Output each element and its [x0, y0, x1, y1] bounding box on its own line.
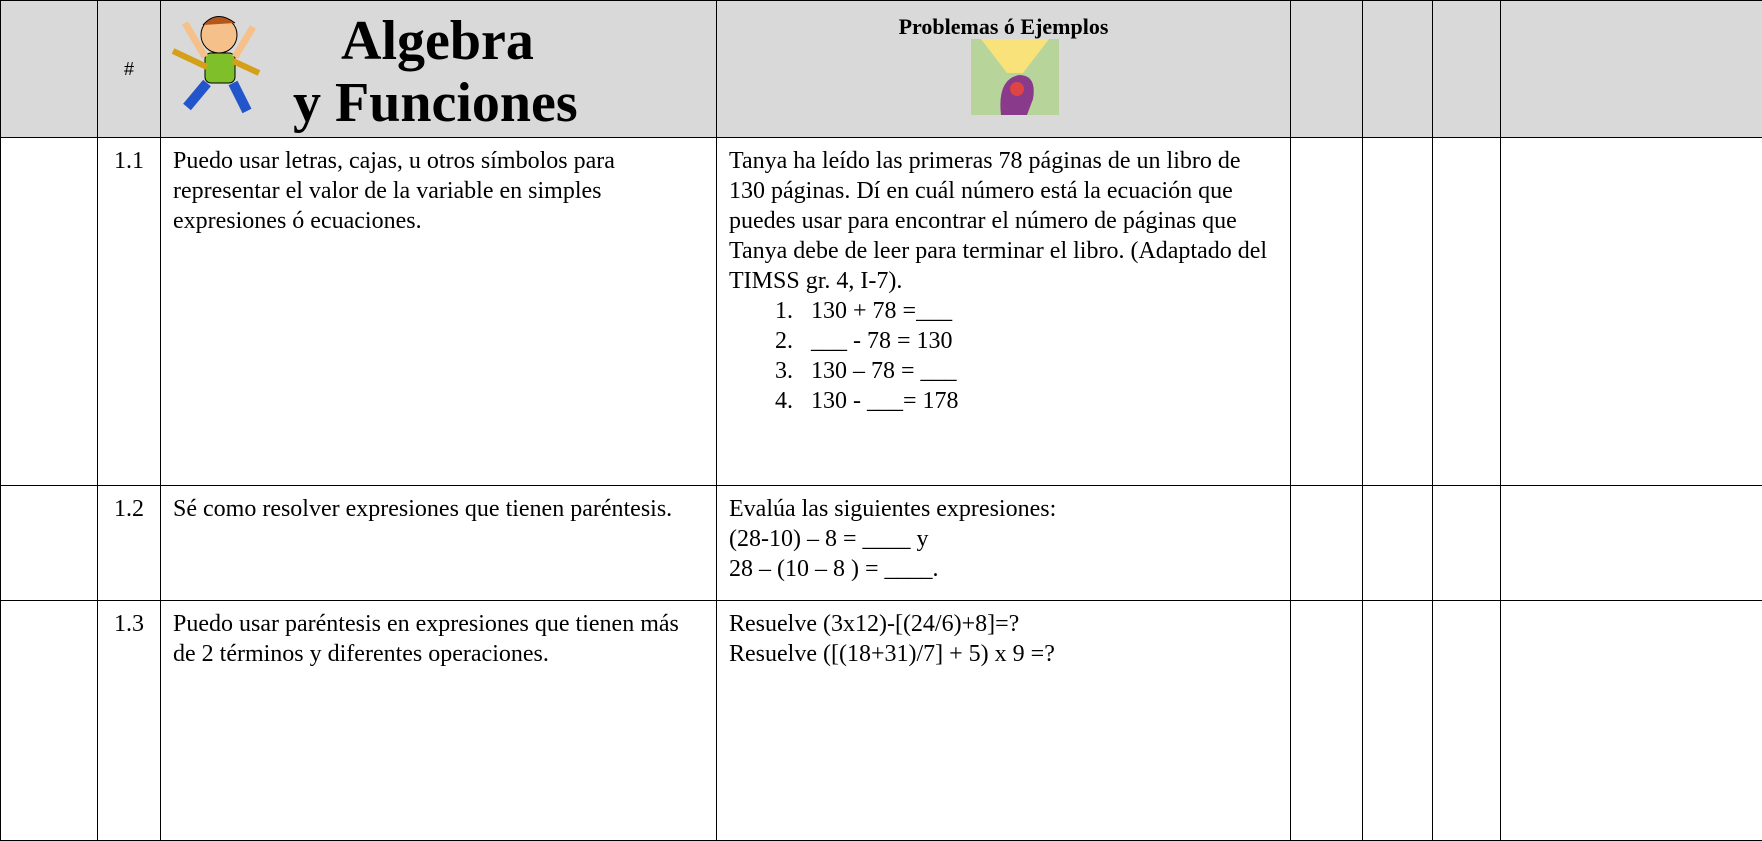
option: 3.130 – 78 = ___ [729, 356, 1278, 386]
skill: Sé como resolver expresiones que tienen … [161, 486, 717, 601]
option-marker: 3. [775, 356, 811, 386]
cell [1433, 138, 1501, 486]
cell: Problemas ó Ejemplos [717, 1, 1291, 138]
cell [1291, 601, 1363, 841]
row-number: 1.3 [98, 601, 161, 841]
math-head-icon [971, 39, 1059, 115]
row: 1.1 Puedo usar letras, cajas, u otros sí… [1, 138, 1762, 486]
cell [1363, 1, 1433, 138]
cell [1501, 138, 1762, 486]
example: Tanya ha leído las primeras 78 páginas d… [729, 146, 1278, 296]
number-header: # [124, 59, 134, 79]
title-line1: Algebra [341, 11, 534, 71]
cell [1291, 486, 1363, 601]
row-number: 1.2 [98, 486, 161, 601]
option-text: ___ - 78 = 130 [811, 326, 953, 356]
example-cell: Tanya ha leído las primeras 78 páginas d… [717, 138, 1291, 486]
cell [1363, 138, 1433, 486]
example-line: Resuelve ([(18+31)/7] + 5) x 9 =? [729, 639, 1278, 669]
option-text: 130 – 78 = ___ [811, 356, 957, 386]
cell: # [98, 1, 161, 138]
cell [1, 486, 98, 601]
option-marker: 2. [775, 326, 811, 356]
option: 4.130 - ___= 178 [729, 386, 1278, 416]
row: 1.3 Puedo usar paréntesis en expresiones… [1, 601, 1762, 841]
cell [1433, 486, 1501, 601]
example-line: (28-10) – 8 = ____ y [729, 524, 1278, 554]
cell [1, 1, 98, 138]
document: # Algebra y Funciones Problemas ó Ejempl… [0, 0, 1762, 820]
option-text: 130 - ___= 178 [811, 386, 959, 416]
skill: Puedo usar paréntesis en expresiones que… [161, 601, 717, 841]
cell [1291, 1, 1363, 138]
boy-icon [167, 7, 267, 127]
cell [1433, 601, 1501, 841]
cell: Algebra y Funciones [161, 1, 717, 138]
cell [1363, 486, 1433, 601]
cell [1363, 601, 1433, 841]
option: 1.130 + 78 =___ [729, 296, 1278, 326]
cell [1433, 1, 1501, 138]
cell [1501, 601, 1762, 841]
option-text: 130 + 78 =___ [811, 296, 952, 326]
cell [1, 138, 98, 486]
examples-header: Problemas ó Ejemplos [717, 1, 1290, 39]
row: 1.2 Sé como resolver expresiones que tie… [1, 486, 1762, 601]
skill: Puedo usar letras, cajas, u otros símbol… [161, 138, 717, 486]
option-marker: 4. [775, 386, 811, 416]
cell [1291, 138, 1363, 486]
header-row: # Algebra y Funciones Problemas ó Ejempl… [1, 1, 1762, 138]
option: 2.___ - 78 = 130 [729, 326, 1278, 356]
example-line: 28 – (10 – 8 ) = ____. [729, 554, 1278, 584]
row-number: 1.1 [98, 138, 161, 486]
cell [1501, 486, 1762, 601]
cell [1, 601, 98, 841]
example-cell: Resuelve (3x12)-[(24/6)+8]=? Resuelve ([… [717, 601, 1291, 841]
cell [1501, 1, 1762, 138]
example-line: Resuelve (3x12)-[(24/6)+8]=? [729, 609, 1278, 639]
title-line2: y Funciones [293, 73, 578, 133]
page: Algebra y Funciones {"header":{"number":… [0, 0, 1762, 820]
example-cell: Evalúa las siguientes expresiones: (28-1… [717, 486, 1291, 601]
example-line: Evalúa las siguientes expresiones: [729, 494, 1278, 524]
option-marker: 1. [775, 296, 811, 326]
